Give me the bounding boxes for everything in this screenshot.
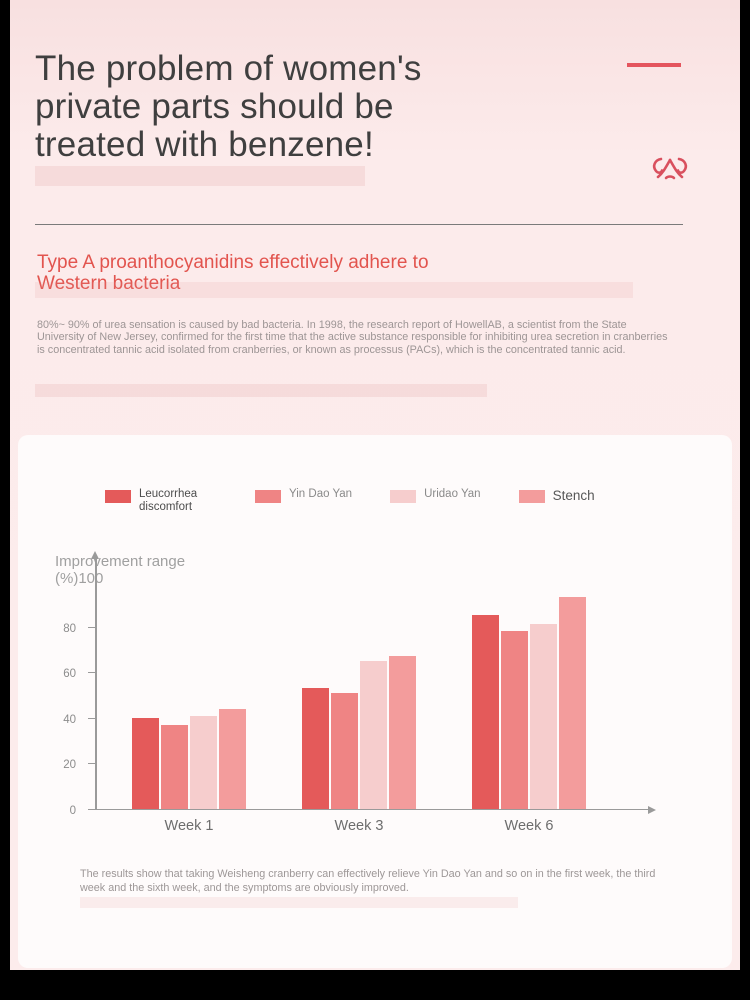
x-axis-label: Week 1 bbox=[164, 817, 214, 834]
title-line: private parts should be bbox=[35, 87, 394, 126]
y-axis-label-line: (%)100 bbox=[55, 570, 104, 587]
ghost-text-artifact bbox=[35, 166, 365, 186]
legend-item: Uridao Yan bbox=[390, 488, 481, 503]
title-line: The problem of women's bbox=[35, 49, 422, 88]
bar bbox=[161, 724, 188, 809]
y-axis-arrow bbox=[91, 547, 99, 559]
chart-card: Leucorrhea discomfort Yin Dao Yan Uridao Y… bbox=[18, 435, 732, 968]
divider bbox=[35, 224, 683, 225]
section-heading: Type A proanthocyanidins effectively adh… bbox=[37, 252, 429, 294]
accent-dash bbox=[627, 63, 681, 67]
y-tick-label: 20 bbox=[63, 759, 76, 772]
bar bbox=[501, 630, 528, 809]
y-tick-mark bbox=[88, 809, 95, 810]
bar bbox=[559, 596, 586, 809]
bar bbox=[472, 614, 499, 809]
y-tick-mark bbox=[88, 763, 95, 765]
legend-label: Yin Dao Yan bbox=[289, 488, 353, 500]
bar bbox=[530, 623, 557, 809]
legend-item: Yin Dao Yan bbox=[255, 488, 352, 503]
uterus-icon bbox=[647, 147, 693, 193]
chart-caption: The results show that taking Weisheng cr… bbox=[80, 868, 656, 894]
x-axis bbox=[95, 808, 649, 810]
legend-swatch bbox=[255, 490, 281, 503]
ghost-text-artifact bbox=[35, 384, 487, 397]
bar bbox=[219, 708, 246, 809]
bar bbox=[331, 692, 358, 809]
bar bbox=[132, 717, 159, 809]
bar bbox=[190, 715, 217, 809]
body-paragraph: 80%~ 90% of urea sensation is caused by … bbox=[37, 319, 668, 356]
y-tick-mark bbox=[88, 672, 95, 674]
legend-label: Leucorrhea discomfort bbox=[139, 488, 198, 513]
bar-group: Week 3 bbox=[302, 655, 416, 834]
heading-line: Type A proanthocyanidins effectively adh… bbox=[37, 252, 429, 273]
bar bbox=[302, 687, 329, 809]
bar-plot: Week 1 Week 3 Week 6 bbox=[132, 596, 586, 834]
bar bbox=[360, 660, 387, 809]
legend-label: Uridao Yan bbox=[424, 488, 481, 500]
legend-swatch bbox=[105, 490, 131, 503]
x-axis-label: Week 3 bbox=[334, 817, 384, 834]
legend-swatch bbox=[518, 490, 545, 503]
y-tick-mark bbox=[88, 717, 95, 719]
x-axis-label: Week 6 bbox=[504, 817, 554, 834]
y-tick-label: 40 bbox=[63, 713, 76, 726]
y-tick-label: 80 bbox=[63, 622, 76, 635]
y-axis-label: Improvement range (%)100 bbox=[55, 553, 185, 587]
bar-group: Week 6 bbox=[472, 596, 586, 834]
y-axis bbox=[95, 558, 97, 810]
title-line: treated with benzene! bbox=[35, 125, 374, 164]
y-tick-mark bbox=[88, 626, 95, 628]
bar bbox=[389, 655, 416, 809]
heading-line: Western bacteria bbox=[37, 273, 181, 294]
y-tick-label: 0 bbox=[69, 805, 76, 817]
content-frame: The problem of women's private parts sho… bbox=[10, 0, 740, 970]
x-axis-arrow bbox=[648, 805, 660, 814]
legend-item: Leucorrhea discomfort bbox=[105, 488, 217, 514]
bar-chart: Improvement range (%)100 Week 1 Week 3 Wee… bbox=[18, 435, 732, 968]
y-tick-label: 60 bbox=[63, 668, 76, 681]
legend-label: Stench bbox=[552, 488, 595, 503]
chart-legend: Leucorrhea discomfort Yin Dao Yan Uridao Y… bbox=[105, 488, 633, 514]
legend-swatch bbox=[390, 490, 417, 503]
legend-item: Stench bbox=[518, 488, 595, 503]
page-title: The problem of women's private parts sho… bbox=[35, 50, 422, 164]
y-axis-label-line: Improvement range bbox=[55, 553, 186, 570]
bar-group: Week 1 bbox=[132, 708, 246, 834]
